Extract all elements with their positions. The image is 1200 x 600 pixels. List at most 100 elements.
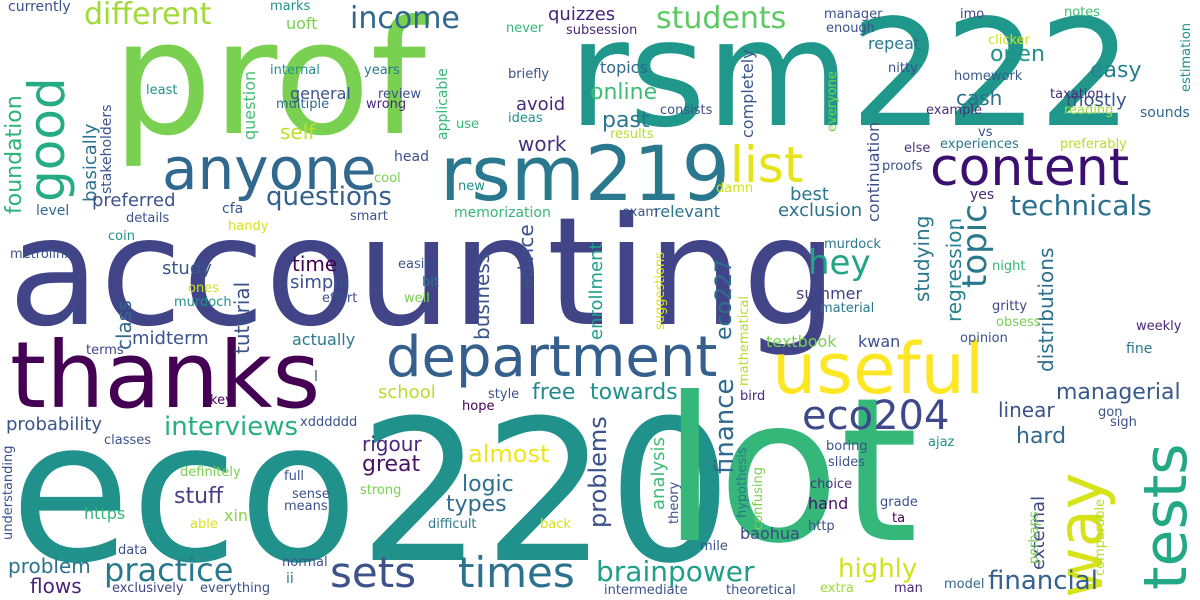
word-internal: internal xyxy=(270,63,320,78)
word-theory: theory xyxy=(667,481,682,524)
word-style: style xyxy=(488,387,520,402)
word-students: students xyxy=(656,1,787,36)
word-mile: mile xyxy=(700,539,728,554)
word-suggestions: suggestions xyxy=(653,252,668,330)
word-wrong: wrong xyxy=(366,97,407,112)
word-work: work xyxy=(518,132,567,156)
word-key: key xyxy=(210,393,233,408)
word-sounds: sounds xyxy=(1140,105,1190,121)
word-memorization: memorization xyxy=(454,205,551,221)
word-department: department xyxy=(386,325,718,390)
word-http: http xyxy=(808,519,835,534)
word-free: free xyxy=(532,380,576,405)
word-baohua: baohua xyxy=(740,524,800,543)
word-means: means xyxy=(284,499,328,514)
word-classes: classes xyxy=(104,433,152,448)
word-homework: homework xyxy=(954,69,1023,84)
word-strong: strong xyxy=(360,483,402,498)
word-everything: everything xyxy=(200,581,271,596)
word-gritty: gritty xyxy=(992,299,1028,314)
word-quizzes: quizzes xyxy=(548,4,616,25)
word-cfa: cfa xyxy=(222,201,244,217)
word-ideas: ideas xyxy=(508,111,543,126)
word-cool: cool xyxy=(374,171,401,186)
word-confusing: confusing xyxy=(751,466,766,530)
word-comparable: comparable xyxy=(1093,498,1108,576)
word-rsm219: rsm219 xyxy=(440,129,730,218)
word-fine: fine xyxy=(1126,341,1153,357)
word-continuation: continuation xyxy=(864,121,883,222)
word-highly: highly xyxy=(838,554,918,584)
word-textbook: textbook xyxy=(766,332,837,351)
word-bit: bit xyxy=(422,275,439,290)
word-mathematical: mathematical xyxy=(737,295,752,386)
word-never: never xyxy=(506,21,544,36)
word-yes: yes xyxy=(970,187,995,203)
word-marks: marks xyxy=(270,0,311,14)
word-hope: hope xyxy=(462,399,495,414)
word-towards: towards xyxy=(590,380,678,405)
word-advice: advice xyxy=(514,224,538,290)
word-exclusively: exclusively xyxy=(112,581,184,596)
word-results: results xyxy=(610,127,654,142)
word-general: general xyxy=(290,84,351,103)
word-practice: practice xyxy=(104,551,234,589)
word-obsess: obsess xyxy=(996,315,1041,330)
word-time: time xyxy=(292,252,338,276)
word-sense: sense xyxy=(292,487,330,502)
word-material: material xyxy=(820,301,875,316)
word-metrolinx: metrolinx xyxy=(10,247,72,262)
word-opinion: opinion xyxy=(960,331,1008,346)
word-choice: choice xyxy=(810,477,853,492)
word-full: full xyxy=(284,469,305,484)
word-best: best xyxy=(790,184,829,205)
word-subsession: subsession xyxy=(566,23,638,38)
word-sets: sets xyxy=(330,548,417,597)
word-manager: manager xyxy=(824,7,883,22)
word-completely: completely xyxy=(738,49,757,138)
word-topics: topics xyxy=(600,58,648,77)
word-lot: lot xyxy=(662,355,919,588)
word-linear: linear xyxy=(998,398,1055,422)
word-list: list xyxy=(730,136,804,194)
word-review: review xyxy=(378,87,421,102)
word-studying: studying xyxy=(910,215,934,302)
word-managerial: managerial xyxy=(1056,380,1181,405)
word-data: data xyxy=(118,543,148,558)
word-understanding: understanding xyxy=(1,445,16,540)
word-l: l xyxy=(314,369,318,385)
word-flows: flows xyxy=(30,574,82,598)
word-open: open xyxy=(990,42,1045,67)
word-theoretical: theoretical xyxy=(726,583,796,598)
word-weekly: weekly xyxy=(1136,319,1182,334)
word-gon: gon xyxy=(1098,405,1123,420)
word-murdock: murdock xyxy=(824,237,881,252)
word-https: https xyxy=(84,504,126,523)
word-mostly: mostly xyxy=(1066,90,1127,111)
word-tests: tests xyxy=(1131,443,1200,590)
word-vs: vs xyxy=(978,125,993,140)
word-rsm222: rsm222 xyxy=(568,0,1133,160)
word-regression: regression xyxy=(942,217,966,322)
word-enough: enough xyxy=(826,21,875,36)
word-interviews: interviews xyxy=(164,412,298,442)
word-briefly: briefly xyxy=(508,67,550,82)
word-model: model xyxy=(944,577,985,592)
word-hard: hard xyxy=(1016,424,1067,449)
word-proofs: proofs xyxy=(882,159,923,174)
word-relevant: relevant xyxy=(654,202,721,221)
word-use: use xyxy=(456,117,480,132)
word-ajaz: ajaz xyxy=(928,435,955,450)
word-consists: consists xyxy=(660,103,713,118)
word-times: times xyxy=(458,548,575,597)
word-smart: smart xyxy=(350,209,388,224)
word-great: great xyxy=(362,452,421,477)
word-clicker: clicker xyxy=(988,33,1030,48)
word-thanks: thanks xyxy=(10,322,321,429)
word-ones: ones xyxy=(188,281,219,296)
word-preferably: preferably xyxy=(1060,137,1127,152)
word-accounting: accounting xyxy=(8,186,838,360)
word-example: example xyxy=(926,103,982,118)
word-terms: terms xyxy=(86,343,124,358)
